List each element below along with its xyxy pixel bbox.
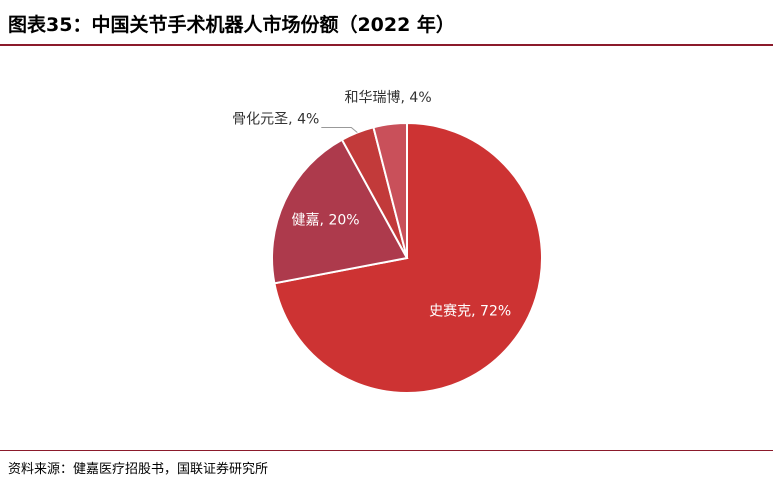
pie-slice-2 [271,138,409,285]
leader-line-3 [321,126,358,133]
title-bar: 图表35：中国关节手术机器人市场份额（2022 年） [0,0,773,44]
source-note: 资料来源：健嘉医疗招股书，国联证券研究所 [8,462,269,477]
slice-label-4: 和华瑞博, 4% [345,89,432,106]
slice-label-3: 骨化元圣, 4% [232,111,319,127]
pie-slice-1 [273,121,543,394]
source-divider [0,450,773,451]
chart-title: 图表35：中国关节手术机器人市场份额（2022 年） [8,14,455,36]
slice-label-1: 史赛克, 72% [429,303,511,319]
title-divider [0,44,773,46]
slice-label-2: 健嘉, 20% [292,213,360,229]
pie-slice-4 [372,121,408,259]
